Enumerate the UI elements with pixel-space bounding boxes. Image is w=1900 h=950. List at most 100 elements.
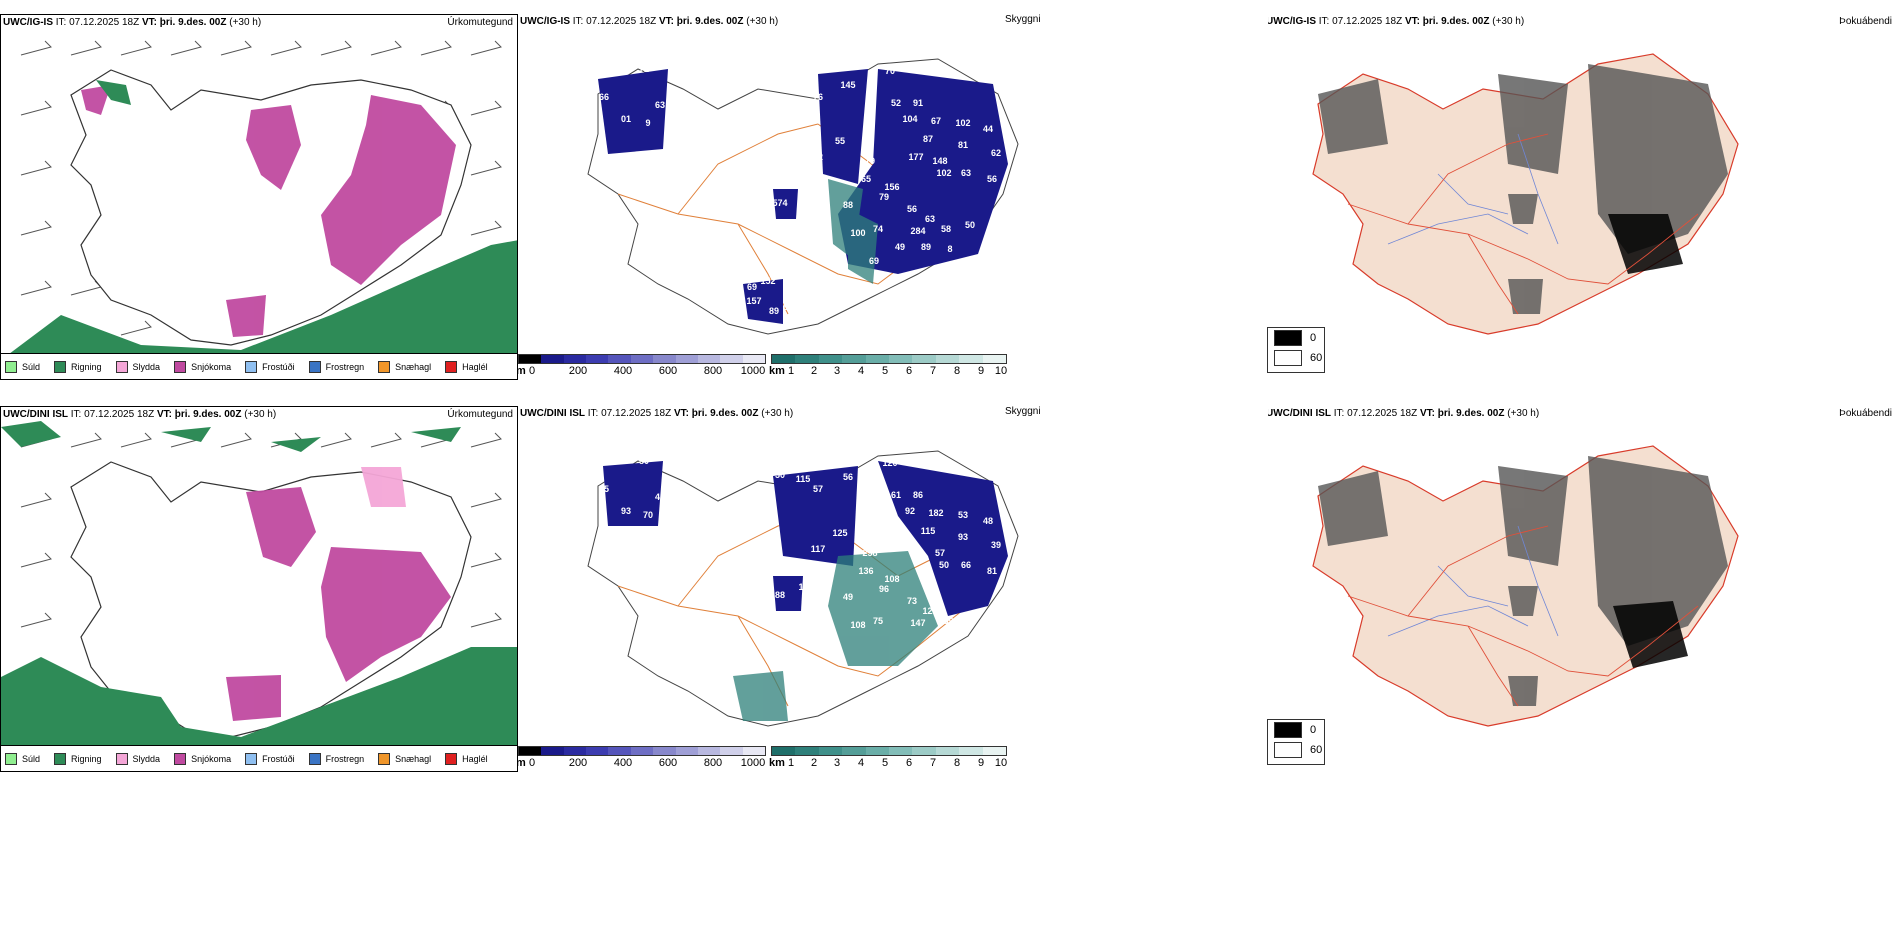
ceiling-value-label: 46 <box>798 82 808 92</box>
ceiling-value-label: 76 <box>813 92 823 102</box>
roads <box>1347 133 1699 315</box>
ceiling-value-label: 182 <box>928 508 943 518</box>
ceiling-value-label: 108 <box>884 574 899 584</box>
legend-item: Snjókoma <box>174 360 231 373</box>
ceiling-value-label: 258 <box>862 548 877 558</box>
roads <box>1347 525 1699 707</box>
fog-map-2 <box>1312 445 1739 727</box>
precip-map-1 <box>1 40 517 379</box>
colorbar-tick: 400 <box>613 757 633 769</box>
legend-item: Súld <box>5 360 40 373</box>
ceiling-value-label: 148 <box>932 156 947 166</box>
ceiling-value-label: 108 <box>850 620 865 630</box>
ceiling-value-label: 92 <box>905 506 915 516</box>
colorbar-unit: km <box>769 365 785 377</box>
legend-item: Snæhagl <box>378 752 431 765</box>
ceiling-value-label: 155 <box>798 582 813 592</box>
snow-areas <box>81 85 456 337</box>
ceiling-value-label: 91 <box>913 98 923 108</box>
ceiling-value-label: 9 <box>645 118 650 128</box>
colorbar-tick: 9 <box>977 757 985 769</box>
ceiling-value-label: 93 <box>621 506 631 516</box>
ceiling-value-label: 73 <box>907 596 917 606</box>
ceiling-value-label: 92 <box>813 152 823 162</box>
ceiling-value-label: 120 <box>882 458 897 468</box>
panel-product-title: Þokuábendi <box>1839 16 1892 27</box>
ceiling-value-label: 69 <box>869 256 879 266</box>
colorbar-tick: 8 <box>953 757 961 769</box>
ceiling-value-label: 136 <box>858 566 873 576</box>
ceiling-value-label: 81 <box>987 566 997 576</box>
ceiling-value-label: 39 <box>991 540 1001 550</box>
colorbar-tick: 3 <box>833 757 841 769</box>
precip-type-panel-2: UWC/DINI ISL IT: 07.12.2025 18Z VT: þri.… <box>0 406 518 772</box>
ceiling-value-label: 89 <box>921 242 931 252</box>
ceiling-value-label: 159 <box>938 616 953 626</box>
colorbar-cells <box>518 746 766 756</box>
ceiling-value-label: 117 <box>811 544 826 554</box>
ceiling-value-label: 63 <box>925 214 935 224</box>
fog-shading <box>1318 64 1728 314</box>
ceiling-value-label: 49 <box>843 592 853 602</box>
ceiling-value-label: 115 <box>796 474 811 484</box>
ceiling-value-label: 58 <box>941 224 951 234</box>
fog-map-1 <box>1312 53 1739 335</box>
colorbar-tick: 5 <box>881 757 889 769</box>
colorbar-tick: 10 <box>994 757 1008 769</box>
colorbar-tick: 2 <box>810 757 818 769</box>
fog-legend-item: 60 <box>1268 348 1324 368</box>
colorbar-tick: 3 <box>833 365 841 377</box>
ceiling-value-label: 102 <box>936 168 951 178</box>
colorbar-tick: 7 <box>929 757 937 769</box>
ceiling-value-label: 52 <box>891 98 901 108</box>
ceiling-value-label: 70 <box>643 510 653 520</box>
fog-legend-1: 0 60 <box>1267 327 1325 373</box>
ceiling-value-label: 100 <box>850 228 865 238</box>
colorbar-tick: 1000 <box>740 365 766 377</box>
rain-area-north <box>1 421 461 452</box>
ceiling-value-label: 01 <box>621 114 631 124</box>
ceiling-value-label: 284 <box>910 226 925 236</box>
fog-legend-item: 60 <box>1268 740 1324 760</box>
colorbar-tick: 600 <box>658 365 678 377</box>
precip-map-2 <box>1 421 517 771</box>
panel-product-title: Skyggni <box>1005 14 1041 25</box>
ceiling-value-label: 66 <box>599 92 609 102</box>
colorbar-tick: 5 <box>881 365 889 377</box>
ceiling-value-label: 127 <box>922 606 937 616</box>
ceiling-value-label: 38 <box>863 530 873 540</box>
precip-type-panel-1: UWC/IG-IS IT: 07.12.2025 18Z VT: þri. 9.… <box>0 14 518 380</box>
fog-shading <box>1318 456 1728 706</box>
ceiling-value-label: 44 <box>983 124 993 134</box>
ceiling-value-label: 66 <box>961 560 971 570</box>
colorbar-tick: 6 <box>905 757 913 769</box>
ceiling-value-label: 145 <box>840 80 855 90</box>
ceiling-value-label: 96 <box>879 584 889 594</box>
ceiling-value-label: 60 <box>783 302 793 312</box>
ceiling-values: 208 72 66 01 9 63 77 46 76 145 70 52 91 104 67 102 44 55 6… <box>599 64 1001 316</box>
colorbar-tick: 2 <box>810 365 818 377</box>
ceiling-value-label: 48 <box>983 516 993 526</box>
ceiling-value-label: 67 <box>931 116 941 126</box>
ceiling-value-label: 156 <box>884 182 899 192</box>
colorbar-tick: 1 <box>787 365 795 377</box>
ceiling-value-label: 55 <box>835 136 845 146</box>
low-ceiling-areas <box>603 461 1008 616</box>
ceiling-value-label: 62 <box>991 148 1001 158</box>
legend-item: Rigning <box>54 360 102 373</box>
visibility-areas <box>733 551 938 721</box>
colorbar-tick: 800 <box>703 757 723 769</box>
colorbar-tick: 6 <box>905 365 913 377</box>
roads <box>617 123 969 315</box>
colorbar-tick: 800 <box>703 365 723 377</box>
rain-area <box>1 647 517 771</box>
ceiling-value-label: 80 <box>639 456 649 466</box>
colorbar-tick: 7 <box>929 365 937 377</box>
ceiling-value-label: 65 <box>599 484 609 494</box>
ceiling-value-label: 81 <box>958 140 968 150</box>
visibility-colorbar: km 1 2 3 4 5 6 7 8 9 10 <box>769 746 1008 772</box>
ceiling-value-label: 11 <box>911 544 921 554</box>
ceiling-value-label: 93 <box>958 532 968 542</box>
